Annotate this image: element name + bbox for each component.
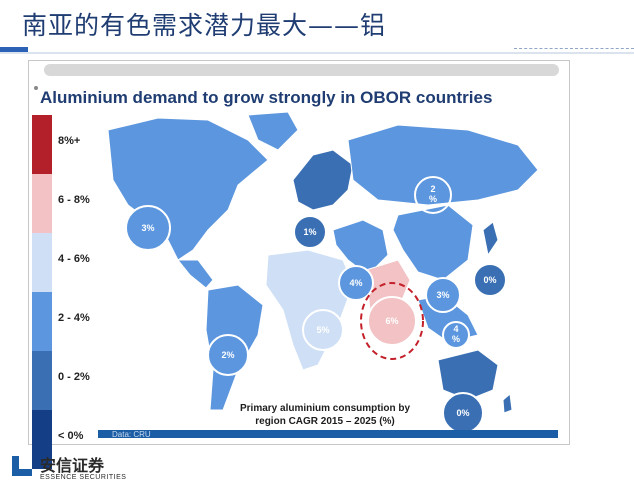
legend-label: 4 - 6% [58, 253, 90, 265]
region-middle-east [332, 219, 389, 276]
bubble-label: 3% [436, 290, 449, 300]
caption-line-1: Primary aluminium consumption by [239, 403, 411, 414]
region-japan [482, 221, 499, 257]
legend-item: 2 - 4% [32, 292, 98, 351]
map-legend: 8%+ 6 - 8% 4 - 6% 2 - 4% 0 - 2% < 0% [32, 115, 98, 469]
bubble-label: 1% [303, 227, 316, 237]
slide-title: 南亚的有色需求潜力最大——铝 [22, 11, 387, 40]
region-greenland [247, 111, 299, 151]
legend-item: 4 - 6% [32, 233, 98, 292]
map-caption: Primary aluminium consumption by region … [215, 402, 435, 428]
bubble-north-america: 3% [125, 205, 171, 251]
bubble-oceania: 0% [442, 392, 484, 432]
legend-swatch [32, 174, 52, 233]
data-source: Data: CRU [112, 430, 151, 439]
region-new-zealand [502, 393, 513, 414]
legend-swatch [32, 292, 52, 351]
highlight-ring [360, 282, 424, 360]
bubble-russia: 2% [414, 176, 452, 214]
legend-label: < 0% [58, 430, 84, 442]
map-title: Aluminium demand to grow strongly in OBO… [40, 88, 493, 107]
bubble-label: 5% [316, 325, 329, 335]
logo-icon [12, 456, 32, 476]
bottom-stripe [98, 430, 558, 438]
region-china [392, 204, 474, 281]
bubble-middle-east: 4% [338, 265, 374, 301]
bubble-label: 3% [141, 223, 154, 233]
legend-label: 8%+ [58, 135, 81, 147]
bubble-label: 2% [429, 184, 437, 204]
bubble-label: 2% [221, 350, 234, 360]
title-accent-bar [0, 47, 28, 53]
legend-item: 8%+ [32, 115, 98, 174]
logo-chinese-name: 安信证券 [40, 456, 105, 475]
bubble-china: 3% [425, 277, 461, 313]
bubble-south-asia: 6% [360, 282, 424, 360]
region-europe [292, 149, 354, 211]
legend-item: 6 - 8% [32, 174, 98, 233]
legend-item: < 0% [32, 410, 98, 469]
bullet-dot [34, 86, 38, 90]
region-africa [265, 249, 354, 371]
bubble-japan: 0% [473, 263, 507, 297]
bubble-southeast-asia: 4% [442, 321, 470, 349]
bubble-label: 4% [349, 278, 362, 288]
bubble-label: 0% [456, 408, 469, 418]
legend-swatch [32, 233, 52, 292]
bubble-africa: 5% [302, 309, 344, 351]
bubble-south-america: 2% [207, 334, 249, 376]
legend-swatch [32, 351, 52, 410]
caption-line-2: region CAGR 2015 – 2025 (%) [255, 416, 395, 427]
legend-swatch [32, 410, 52, 469]
legend-label: 6 - 8% [58, 194, 90, 206]
title-dash-line [514, 48, 634, 50]
legend-label: 2 - 4% [58, 312, 90, 324]
logo-english-name: ESSENCE SECURITIES [40, 474, 127, 481]
bubble-europe: 1% [293, 215, 327, 249]
legend-item: 0 - 2% [32, 351, 98, 410]
frame-header-bar [44, 64, 559, 76]
bubble-label: 0% [483, 275, 496, 285]
title-rule [0, 52, 634, 54]
legend-label: 0 - 2% [58, 371, 90, 383]
legend-swatch [32, 115, 52, 174]
world-map: 3% 1% 2% 4% 3% 0% 6% 4% 5% 2% 0% [107, 111, 539, 432]
region-central-america [176, 259, 214, 289]
region-russia [347, 124, 539, 206]
bubble-label: 4% [452, 324, 460, 344]
bubble-label: 6% [385, 316, 398, 326]
region-oceania [437, 349, 499, 401]
